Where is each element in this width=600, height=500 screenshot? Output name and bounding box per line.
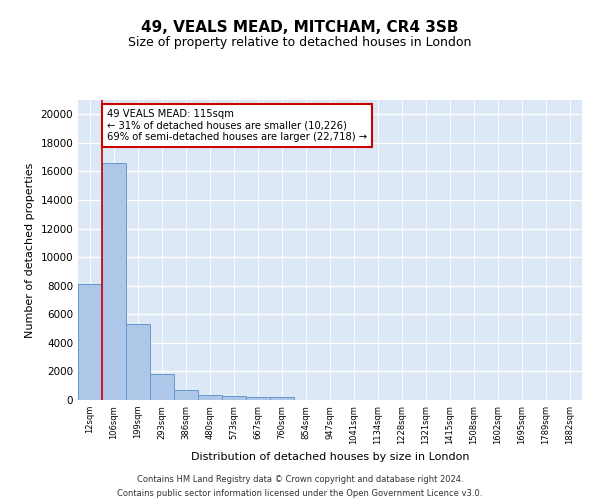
Text: 49, VEALS MEAD, MITCHAM, CR4 3SB: 49, VEALS MEAD, MITCHAM, CR4 3SB xyxy=(141,20,459,35)
Text: Contains HM Land Registry data © Crown copyright and database right 2024.
Contai: Contains HM Land Registry data © Crown c… xyxy=(118,476,482,498)
Text: 49 VEALS MEAD: 115sqm
← 31% of detached houses are smaller (10,226)
69% of semi-: 49 VEALS MEAD: 115sqm ← 31% of detached … xyxy=(107,108,367,142)
Bar xyxy=(270,397,294,400)
Bar xyxy=(126,324,150,400)
Bar xyxy=(150,374,174,400)
Bar xyxy=(246,396,270,400)
Bar xyxy=(198,394,222,400)
Text: Size of property relative to detached houses in London: Size of property relative to detached ho… xyxy=(128,36,472,49)
Bar xyxy=(102,163,126,400)
X-axis label: Distribution of detached houses by size in London: Distribution of detached houses by size … xyxy=(191,452,469,462)
Y-axis label: Number of detached properties: Number of detached properties xyxy=(25,162,35,338)
Bar xyxy=(78,284,102,400)
Bar xyxy=(222,396,246,400)
Bar xyxy=(174,390,198,400)
